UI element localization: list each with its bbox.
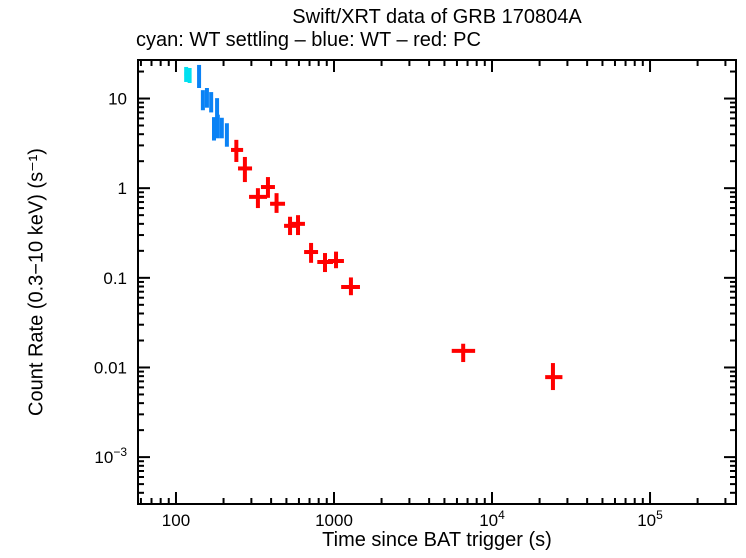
x-tick-label: 104 <box>479 508 505 530</box>
chart-title: Swift/XRT data of GRB 170804A <box>292 6 582 28</box>
x-axis-label: Time since BAT trigger (s) <box>322 529 552 551</box>
y-tick-label: 0.1 <box>103 269 127 288</box>
x-tick-label: 1000 <box>315 511 353 530</box>
y-tick-label: 1 <box>118 179 127 198</box>
plot-frame <box>137 59 737 505</box>
y-tick-label: 10−3 <box>94 445 127 467</box>
y-tick-label: 0.01 <box>94 358 127 377</box>
chart-legend-line: cyan: WT settling – blue: WT – red: PC <box>136 29 481 51</box>
x-tick-label: 105 <box>637 508 663 530</box>
x-tick-label: 100 <box>162 511 190 530</box>
y-tick-label: 10 <box>108 90 127 109</box>
